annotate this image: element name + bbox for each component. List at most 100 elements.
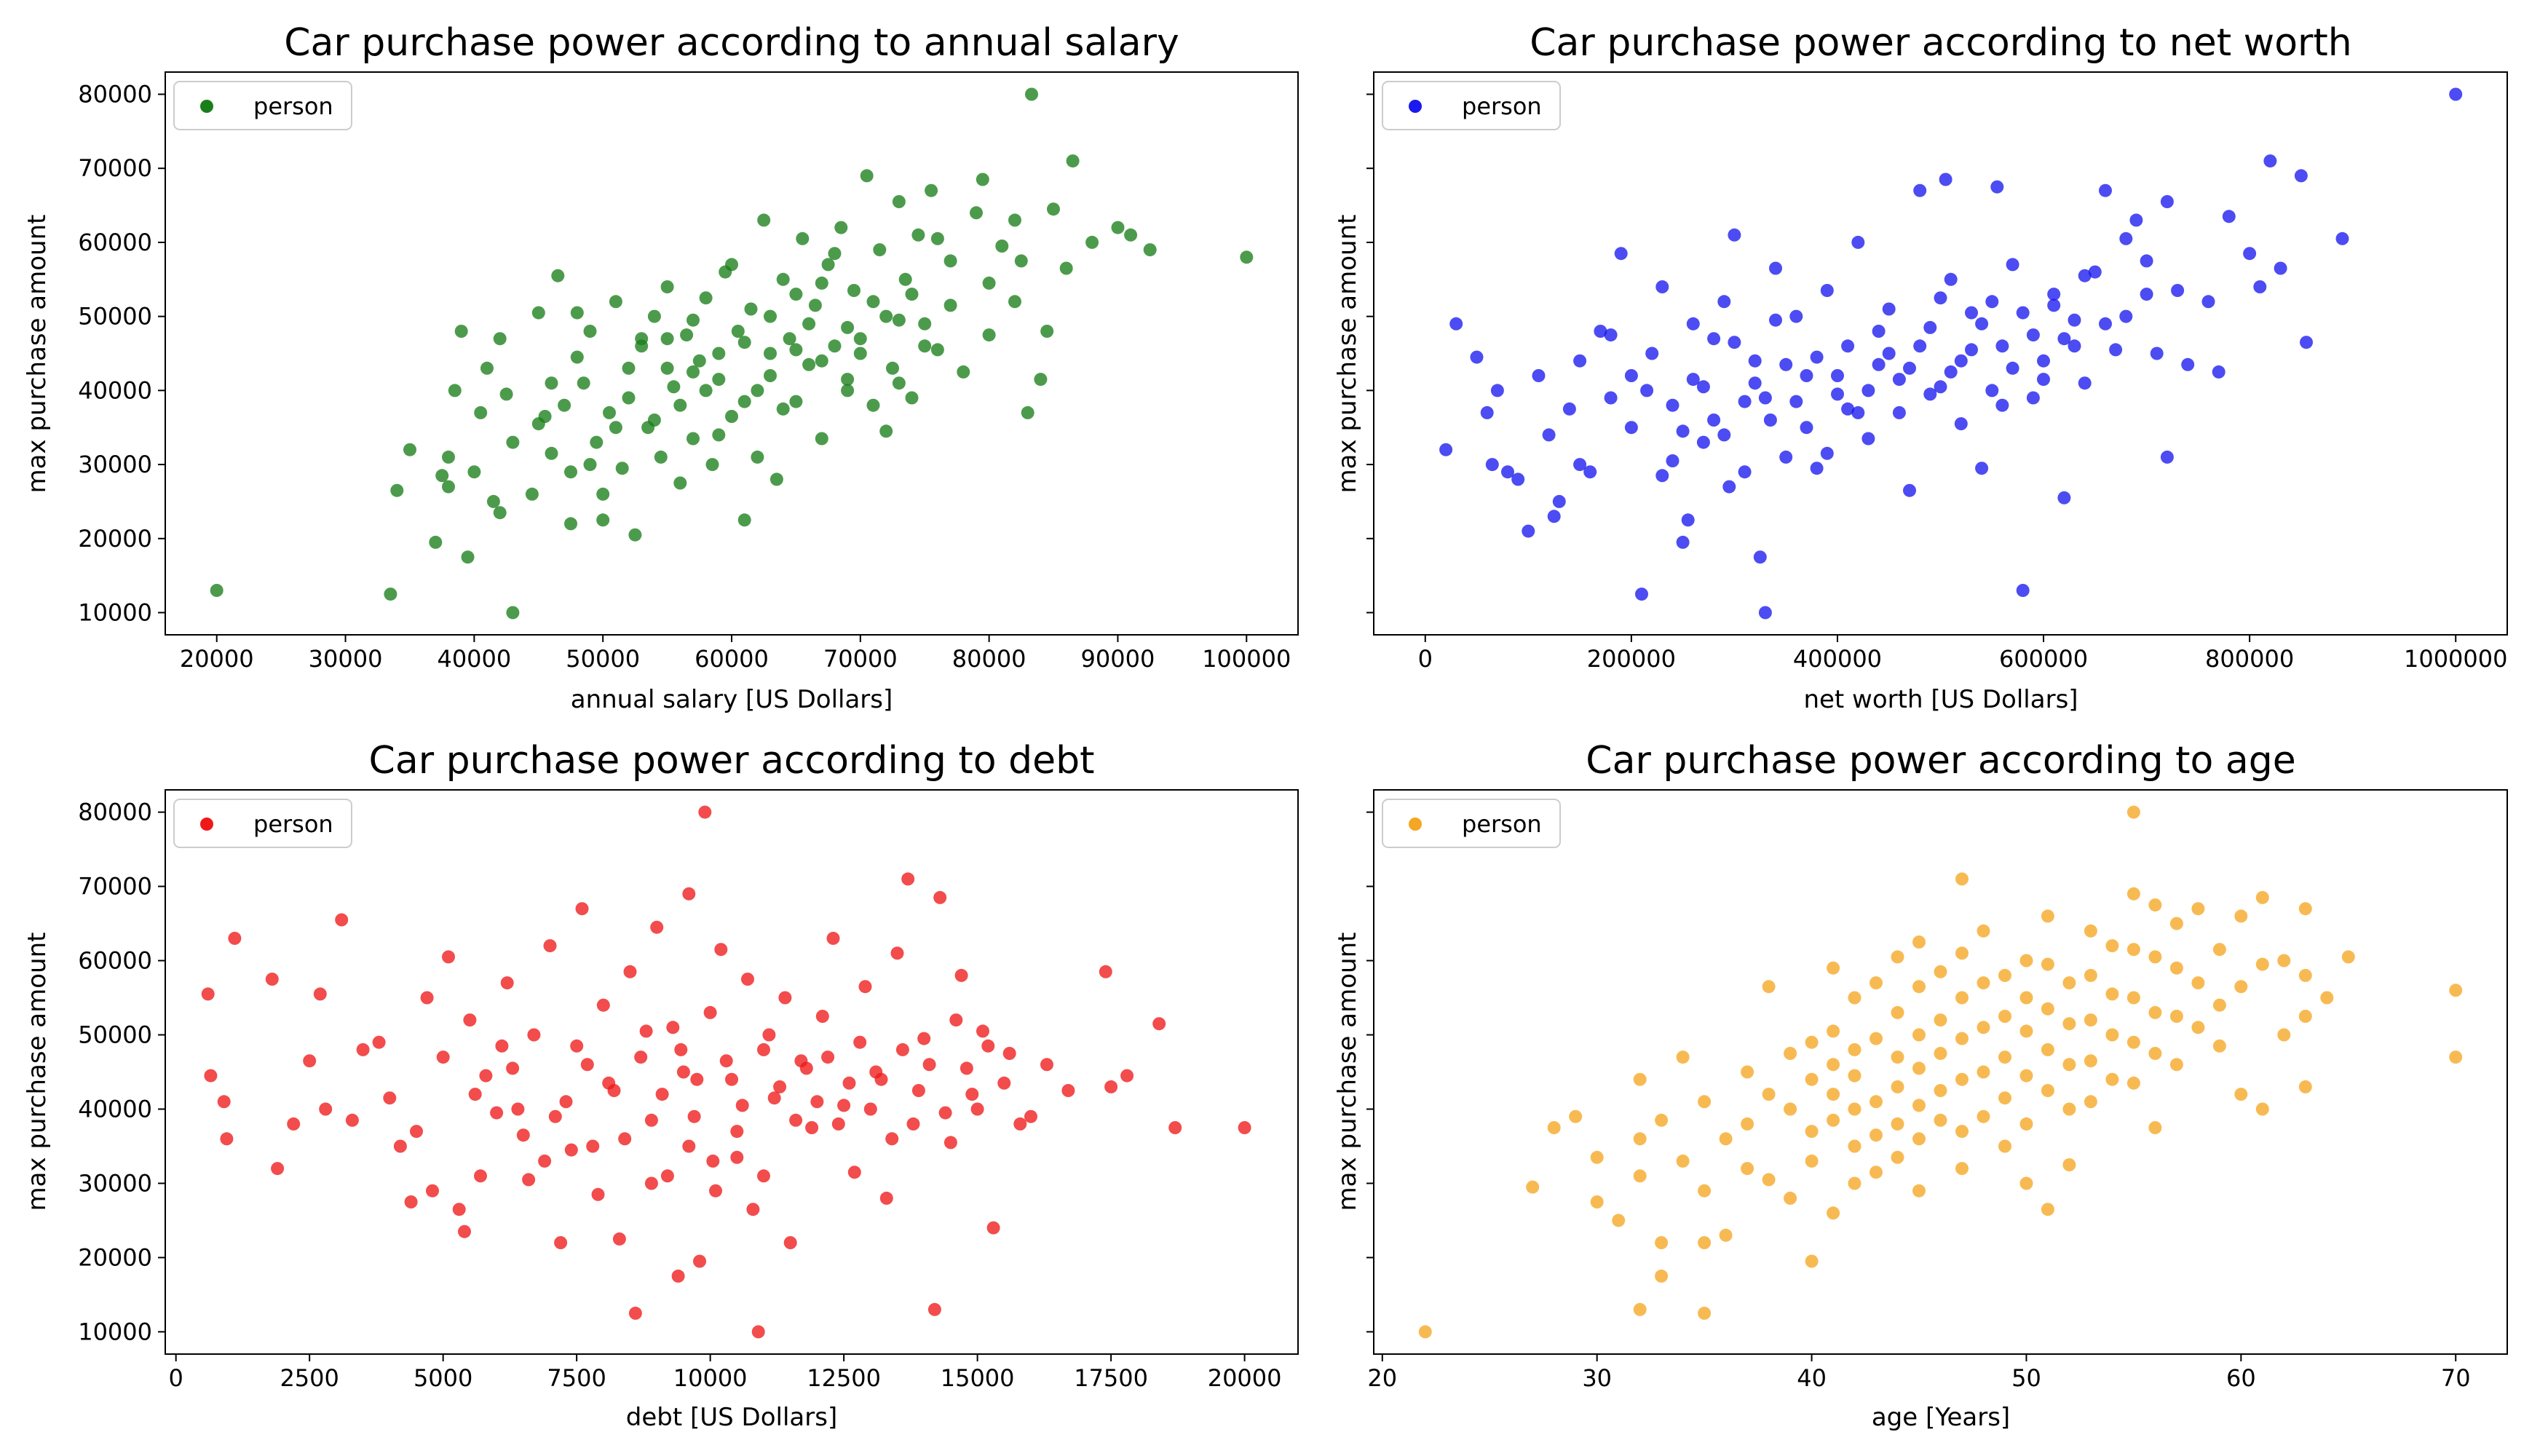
data-point [1762, 1173, 1776, 1187]
y-tick-label: 70000 [78, 154, 152, 182]
data-point [815, 354, 828, 368]
data-point [1913, 183, 1927, 197]
data-point [2234, 909, 2248, 923]
data-point [287, 1117, 301, 1131]
data-point [1547, 1121, 1561, 1134]
y-axis-ticks: 10000 20000 30000 40000 50000 60000 70000 80000 [78, 799, 165, 1345]
data-point [2041, 1084, 2054, 1097]
data-point [2212, 998, 2226, 1012]
data-point [938, 1106, 952, 1120]
data-point [682, 887, 696, 901]
y-tick-label: 10000 [78, 1318, 152, 1345]
x-tick-label: 30 [1582, 1364, 1612, 1392]
data-point [2255, 957, 2269, 971]
data-point [1913, 339, 1927, 353]
data-point [2062, 976, 2076, 990]
data-point [2068, 339, 2081, 353]
data-point [680, 328, 694, 342]
data-point [841, 320, 855, 334]
data-point [866, 398, 880, 412]
data-point [1954, 354, 1968, 368]
data-point [635, 332, 649, 346]
legend-marker [200, 818, 213, 831]
data-point [693, 1254, 706, 1268]
data-point [2084, 1095, 2097, 1109]
data-point [204, 1069, 218, 1083]
data-point [522, 1173, 536, 1187]
data-point [564, 1143, 578, 1157]
data-point [1912, 1028, 1926, 1042]
x-tick-label: 60000 [695, 645, 769, 673]
data-point [1590, 1195, 1604, 1208]
data-point [1719, 1132, 1733, 1146]
legend: person [1382, 799, 1561, 848]
data-point [1676, 424, 1690, 438]
data-point [911, 1084, 925, 1097]
data-point [2234, 1088, 2248, 1101]
data-point [886, 361, 899, 375]
data-point [1762, 1088, 1776, 1101]
legend: person [173, 81, 352, 130]
data-point [1903, 361, 1916, 375]
data-point [2057, 332, 2071, 346]
data-point [922, 1058, 936, 1072]
data-point [1892, 405, 1906, 419]
legend-marker [1409, 100, 1422, 113]
data-point [1717, 295, 1731, 309]
data-point [2037, 354, 2050, 368]
data-point [554, 1236, 568, 1249]
data-point [1827, 1024, 1840, 1038]
data-point [706, 1154, 720, 1168]
data-point [815, 1010, 829, 1023]
data-point [442, 450, 455, 464]
data-point [628, 528, 642, 542]
data-point [1977, 1065, 1990, 1079]
data-point [1934, 965, 1947, 978]
legend-label: person [253, 810, 333, 838]
data-point [390, 483, 404, 497]
data-point [493, 332, 507, 346]
data-point [1955, 1072, 1969, 1086]
x-tick-label: 40000 [437, 645, 511, 673]
data-point [1569, 1109, 1583, 1123]
data-point [580, 1058, 594, 1072]
y-tick-label: 40000 [78, 376, 152, 404]
data-point [1590, 1150, 1604, 1164]
data-point [2449, 984, 2463, 997]
data-point [2105, 987, 2119, 1001]
x-tick-label: 7500 [547, 1364, 606, 1392]
data-point [986, 1221, 1000, 1235]
data-point [1676, 535, 1690, 549]
data-point [1655, 280, 1669, 293]
data-point [828, 247, 842, 261]
data-point [970, 206, 983, 220]
data-point [1014, 254, 1028, 268]
data-point [673, 476, 687, 490]
data-point [1040, 325, 1054, 338]
x-tick-label: 800000 [2205, 645, 2294, 673]
data-point [943, 254, 957, 268]
data-point [905, 391, 919, 405]
data-point [737, 513, 751, 527]
data-point [957, 365, 970, 379]
legend: person [1382, 81, 1561, 130]
data-point [943, 1136, 957, 1150]
data-point [1532, 369, 1546, 382]
data-point [2084, 1054, 2097, 1068]
data-point [2191, 976, 2205, 990]
data-point [603, 405, 616, 419]
data-point [751, 384, 764, 397]
data-point [1666, 454, 1679, 467]
data-point [1784, 1047, 1797, 1060]
data-point [815, 276, 828, 290]
data-point [1573, 458, 1587, 472]
data-point [712, 373, 726, 387]
data-point [821, 1051, 835, 1064]
data-point [506, 1061, 520, 1075]
data-point [2255, 1102, 2269, 1116]
data-point [906, 1117, 920, 1131]
data-point [1912, 1184, 1926, 1198]
data-point [731, 325, 745, 338]
data-point [933, 890, 947, 904]
data-point [468, 1088, 482, 1101]
